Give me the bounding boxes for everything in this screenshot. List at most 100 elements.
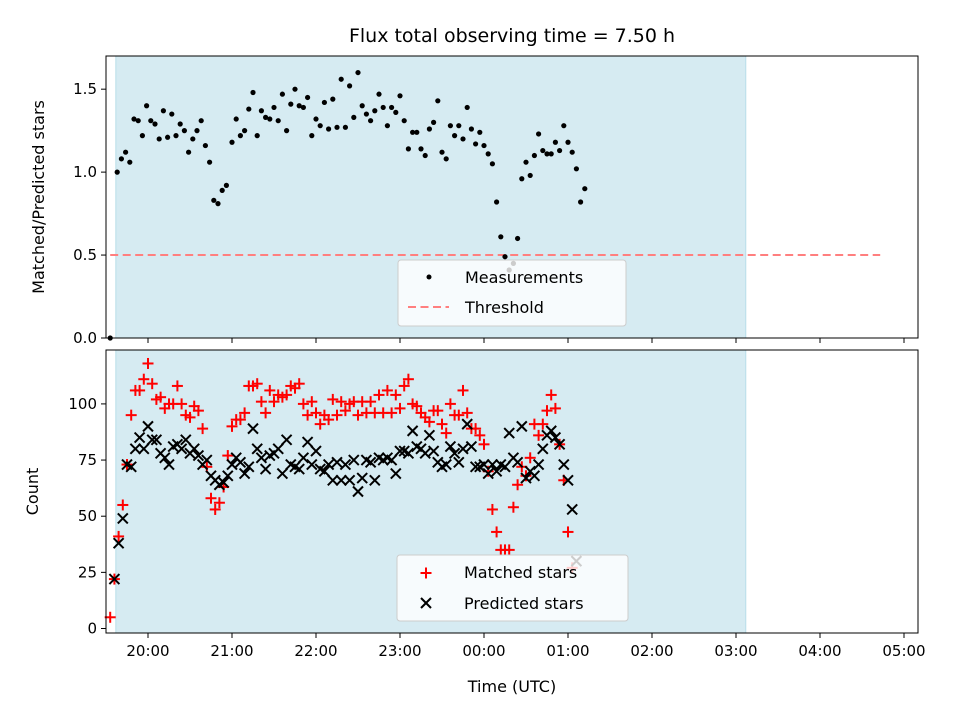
predicted-star-point — [549, 431, 562, 444]
matched-star-point — [541, 405, 553, 417]
measurement-point — [338, 76, 344, 82]
y-tick-label: 0.5 — [73, 246, 97, 264]
matched-star-point — [197, 423, 209, 435]
matched-star-point — [549, 402, 561, 414]
predicted-star-point — [247, 422, 259, 435]
predicted-star-point — [444, 440, 457, 453]
predicted-star-point — [133, 431, 146, 444]
predicted-star-point — [343, 474, 356, 486]
measurement-point — [156, 136, 162, 142]
predicted-star-point — [385, 454, 398, 466]
predicted-star-point — [306, 458, 318, 471]
predicted-star-point — [503, 427, 515, 439]
predicted-star-point — [562, 474, 574, 486]
predicted-star-point — [423, 429, 436, 442]
measurement-point — [305, 94, 311, 101]
measurement-point — [368, 118, 374, 124]
matched-star-point — [260, 407, 272, 419]
legend-label-measurements: Measurements — [465, 268, 583, 287]
matched-star-point — [142, 357, 154, 369]
predicted-star-point — [276, 467, 289, 480]
predicted-star-point — [201, 454, 213, 466]
predicted-star-point — [352, 485, 364, 498]
matched-star-point — [255, 396, 267, 408]
predicted-star-point — [318, 465, 331, 477]
measurement-point — [131, 116, 137, 122]
matched-star-point — [125, 409, 137, 421]
predicted-star-point — [226, 458, 238, 471]
predicted-star-point — [339, 458, 352, 471]
matched-star-point — [213, 497, 225, 509]
predicted-star-point — [112, 537, 125, 549]
measurement-point — [177, 121, 183, 127]
top-y-ticks: 0.0 0.5 1.0 1.5 — [73, 80, 106, 347]
predicted-star-point — [238, 467, 251, 480]
measurement-point — [418, 146, 424, 152]
measurement-point — [477, 129, 483, 135]
measurement-point — [489, 161, 495, 167]
y-tick-label: 1.5 — [73, 80, 97, 98]
x-tick-label: 05:00 — [882, 642, 925, 660]
y-tick-label: 50 — [78, 507, 97, 525]
predicted-star-point — [356, 472, 368, 484]
bottom-legend: Matched stars Predicted stars — [396, 554, 629, 622]
measurement-point — [384, 123, 390, 129]
chart-title: Flux total observing time = 7.50 h — [349, 25, 675, 47]
predicted-star-point — [272, 443, 284, 455]
bottom-axes-frame — [105, 349, 919, 634]
measurement-point — [202, 142, 208, 149]
measurement-point — [502, 254, 508, 260]
predicted-star-point — [108, 573, 121, 585]
predicted-star-point — [427, 445, 440, 457]
measurement-point — [279, 91, 285, 97]
predicted-star-point — [453, 456, 465, 469]
matched-star-point — [381, 384, 393, 396]
matched-star-point — [440, 427, 452, 439]
measurement-point — [515, 235, 521, 242]
matched-star-point — [461, 407, 473, 419]
predicted-star-point — [188, 443, 200, 455]
legend-label-threshold: Threshold — [464, 298, 544, 317]
y-tick-label: 25 — [78, 563, 97, 581]
predicted-star-point — [255, 452, 268, 464]
predicted-star-point — [142, 420, 154, 433]
measurement-point — [376, 91, 382, 97]
x-tick-label: 00:00 — [462, 642, 505, 660]
predicted-star-point — [348, 454, 360, 466]
predicted-star-point — [465, 440, 478, 453]
predicted-star-point — [545, 425, 557, 437]
measurement-point — [144, 103, 150, 109]
x-axis-label: Time (UTC) — [467, 677, 556, 696]
top-panel: 0.0 0.5 1.0 1.5 Flux total observing time =… — [29, 25, 919, 347]
x-tick-label: 21:00 — [210, 642, 253, 660]
measurement-point — [211, 197, 217, 203]
measurement-point — [190, 136, 196, 142]
predicted-star-point — [558, 458, 570, 471]
measurement-point — [313, 116, 319, 122]
matched-star-point — [423, 416, 435, 428]
predicted-star-point — [482, 467, 494, 480]
predicted-star-point — [117, 512, 129, 525]
matched-star-point — [327, 393, 339, 405]
predicted-star-point — [369, 474, 381, 486]
predicted-star-point — [364, 456, 377, 469]
measurement-point — [263, 114, 269, 120]
predicted-star-point — [297, 452, 310, 464]
bottom-y-axis-label: Count — [23, 468, 42, 516]
measurement-point — [414, 129, 420, 135]
measurement-point — [271, 104, 277, 111]
matched-star-point — [436, 418, 448, 430]
predicted-star-point — [406, 425, 419, 437]
measurement-point — [359, 103, 365, 109]
matched-star-point — [524, 452, 536, 464]
measurement-point — [355, 69, 361, 76]
measurement-point — [258, 108, 264, 114]
measurement-point — [519, 176, 525, 182]
measurement-point — [215, 201, 221, 207]
measurement-point — [582, 186, 588, 192]
measurement-point — [435, 98, 441, 104]
legend-marker-matched-stars — [420, 567, 432, 579]
bottom-x-ticks: 20:00 21:00 22:00 23:00 00:00 01:00 02:00 03:00… — [126, 633, 926, 660]
predicted-star-point — [537, 443, 549, 455]
matched-star-point — [537, 418, 549, 430]
